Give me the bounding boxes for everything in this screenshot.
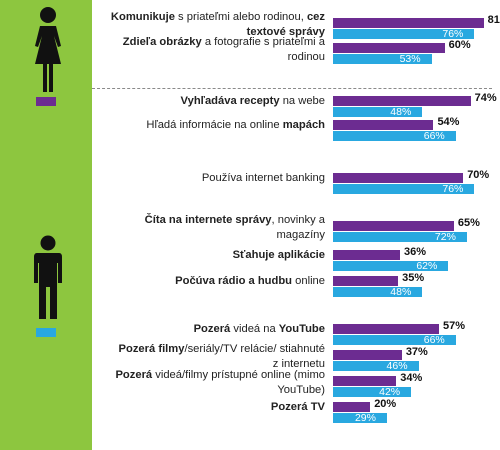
category-label-part: Vyhľadáva recepty [180,95,280,107]
all-value-label: 66% [423,334,445,346]
all-value-label: 72% [434,231,456,243]
category-label: Zdieľa obrázky a fotografie s priateľmi … [110,35,325,65]
women-value-label: 57% [443,320,466,332]
women-value-label: 60% [448,39,471,51]
women-value-label: 37% [405,346,428,358]
women-legend-swatch [36,97,56,106]
category-label-part: YouTube [278,323,325,335]
women-bar [333,350,402,360]
women-bar [333,173,464,183]
women-bar [333,96,471,106]
category-label: Pozerá videá na YouTube [110,322,325,337]
category-label-part: s priateľmi alebo rodinou, [174,11,307,23]
all-bar [333,361,419,371]
category-label-part: , novinky a magazíny [271,214,325,241]
all-value-label: 76% [442,28,464,40]
category-label-part: a fotografie s priateľmi a rodinou [201,36,325,63]
all-value-label: 29% [354,412,376,424]
women-bar [333,18,484,28]
all-bar [333,387,412,397]
category-label-part: Pozerá filmy [118,343,185,355]
women-bar [333,324,440,334]
all-value-label: 76% [442,183,464,195]
all-value-label: 42% [379,386,401,398]
category-label-part: cez textové správy [246,11,325,38]
women-value-label: 20% [374,398,397,410]
all-bar [333,131,456,141]
all-bar [333,413,387,423]
all-value-label: 48% [390,286,412,298]
women-value-label: 54% [437,116,460,128]
female-person-icon [35,7,61,92]
all-value-label: 46% [386,360,408,372]
all-bar [333,232,467,242]
women-value-label: 36% [403,246,426,258]
all-value-label: 62% [416,260,438,272]
category-label-part: Sťahuje aplikácie [232,249,325,261]
section-divider [92,88,492,89]
sidebar [0,0,92,450]
category-label-part: Počúva rádio a hudbu [175,275,293,287]
women-bar [333,250,400,260]
category-label: Vyhľadáva recepty na webe [110,94,325,109]
category-label: Pozerá TV [110,400,325,415]
women-value-label: 70% [467,169,490,181]
category-label-part: Používa internet banking [201,172,325,184]
women-value-label: 34% [400,372,423,384]
all-bar [333,54,432,64]
women-bar [333,402,371,412]
category-label-part: videá na [230,323,279,335]
category-label-part: videá/filmy prístupné online (mimo YouTu… [152,369,325,396]
category-label: Sťahuje aplikácie [110,248,325,263]
category-label: Hľadá informácie na online mapách [110,118,325,133]
category-label-part: /seriály/TV relácie/ stiahnuté z interne… [184,343,325,370]
women-value-label: 74% [474,92,497,104]
category-label-part: Pozerá [115,369,153,381]
women-bar [333,221,454,231]
category-label-part: Zdieľa obrázky [122,36,202,48]
category-label-part: Číta na internete správy [144,214,272,226]
all-bar [333,29,475,39]
women-value-label: 65% [457,217,480,229]
all-value-label: 66% [423,130,445,142]
all-bar [333,287,423,297]
category-label: Komunikuje s priateľmi alebo rodinou, ce… [110,10,325,40]
category-label: Číta na internete správy, novinky a maga… [110,213,325,243]
all-bar [333,335,456,345]
all-legend-swatch [36,328,56,337]
all-value-label: 53% [399,53,421,65]
category-label: Počúva rádio a hudbu online [110,274,325,289]
all-bar [333,261,449,271]
women-bar [333,43,445,53]
all-value-label: 48% [390,106,412,118]
category-label: Používa internet banking [110,171,325,186]
category-label-part: Komunikuje [110,11,175,23]
women-bar [333,276,399,286]
category-label-part: Pozerá [193,323,231,335]
category-label-part: Hľadá informácie na online [146,119,283,131]
male-person-icon [34,235,62,319]
women-bar [333,376,397,386]
bar-chart: Komunikuje s priateľmi alebo rodinou, ce… [92,0,500,450]
category-label-part: mapách [282,119,325,131]
women-value-label: 81% [487,14,500,26]
category-label-part: na webe [279,95,325,107]
category-label-part: online [292,275,325,287]
all-bar [333,184,475,194]
women-value-label: 35% [402,272,425,284]
all-bar [333,107,423,117]
category-label: Pozerá videá/filmy prístupné online (mim… [110,368,325,398]
category-label: Pozerá filmy/seriály/TV relácie/ stiahnu… [110,342,325,372]
women-bar [333,120,434,130]
category-label-part: Pozerá TV [270,401,325,413]
